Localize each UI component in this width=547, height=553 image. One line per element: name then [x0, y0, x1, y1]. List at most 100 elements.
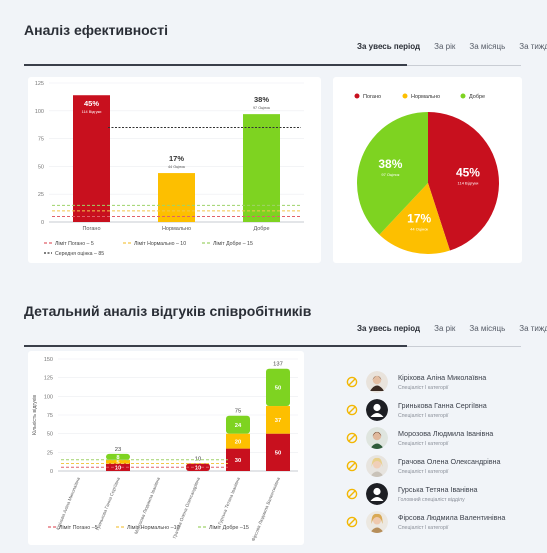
count-label: 97 Оцінок	[253, 106, 270, 110]
segment-label: 30	[235, 458, 241, 464]
percent-label: 38%	[254, 95, 269, 104]
legend-dot	[460, 93, 466, 99]
y-tick-label: 50	[38, 164, 44, 170]
x-tick-label: Гурська Тетяна Іванівна	[217, 476, 241, 525]
feedback-bar-card: 0 25 50 75 100 125 150 Кількість відгуків Кіріхо…	[28, 351, 304, 545]
tab-all-time[interactable]: За увесь період	[357, 42, 421, 51]
stack-segment	[266, 406, 290, 434]
tab-year[interactable]: За рік	[434, 42, 456, 51]
y-tick-label: 100	[35, 109, 44, 115]
stack-segment	[266, 433, 290, 471]
x-tick-label: Погано	[82, 226, 100, 232]
legend-label: Ліміт Погано –5	[59, 525, 98, 531]
active-tab-underline	[24, 64, 407, 66]
x-tick-label: Добре	[253, 226, 269, 232]
bar	[243, 114, 280, 222]
employee-name: Кіріхова Аліна Миколаївна	[398, 373, 487, 382]
total-label: 23	[115, 447, 121, 453]
no-entry-icon	[346, 376, 358, 388]
employee-role: Спеціаліст I категорії	[398, 469, 449, 475]
segment-label: 10	[195, 465, 201, 471]
no-entry-icon	[346, 516, 358, 528]
stack-segment	[106, 459, 130, 464]
count-label: 44 Оцінок	[168, 165, 185, 169]
employee-row[interactable]: Гурська Тетяна Іванівна Головний спеціалі…	[346, 482, 478, 506]
percent-label: 45%	[84, 99, 99, 108]
legend-label: Ліміт Нормально – 10	[134, 241, 186, 247]
no-entry-icon	[346, 488, 358, 500]
legend-label: Добре	[469, 94, 485, 100]
employee-row[interactable]: Кіріхова Аліна Миколаївна Спеціаліст I ка…	[346, 370, 486, 394]
y-tick-label: 75	[38, 137, 44, 143]
employee-row[interactable]: Гринькова Ганна Сергіївна Спеціаліст I ка…	[346, 398, 487, 422]
stack-segment	[106, 453, 130, 460]
avatar	[366, 427, 388, 449]
segment-label: 50	[275, 451, 281, 457]
x-tick-label: Гринькова Ганна Сергіївна	[95, 476, 121, 531]
employee-name: Гурська Тетяна Іванівна	[398, 485, 478, 494]
segment-label: 8	[116, 455, 120, 461]
count-label: 114 Відгуки	[82, 110, 102, 114]
employee-role: Спеціаліст I категорії	[398, 413, 449, 419]
avatar	[366, 511, 388, 533]
no-entry-icon	[346, 404, 358, 416]
avatar	[366, 371, 388, 393]
employee-row[interactable]: Грачова Олена Олександрівна Спеціаліст I …	[346, 454, 501, 478]
tab-week[interactable]: За тиждень	[519, 42, 547, 51]
segment-label: 10	[115, 465, 121, 471]
percent-label: 45%	[456, 166, 480, 180]
y-tick-label: 25	[47, 450, 53, 456]
y-tick-label: 150	[44, 357, 53, 363]
page-title-feedback-analysis: Детальний аналіз відгуків співробітників	[24, 303, 312, 319]
percent-label: 17%	[169, 154, 184, 163]
legend-dot	[402, 93, 408, 99]
efficiency-pie-chart: Погано Нормально Добре 45%114 Відгуки 17%44 …	[354, 93, 499, 254]
x-tick-label: Нормально	[162, 226, 191, 232]
stack-segment	[226, 415, 250, 434]
tab-week-2[interactable]: За тиждень	[519, 324, 547, 333]
legend-label: Ліміт Добре – 15	[213, 241, 253, 247]
efficiency-bar-chart: 0 25 50 75 100 125 Погано 45% 114 Відгуки Нормаль…	[35, 81, 304, 257]
y-tick-label: 50	[47, 432, 53, 438]
employee-row[interactable]: Фірсова Людмила Валентинівна Спеціаліст I…	[346, 510, 505, 534]
y-tick-label: 75	[47, 413, 53, 419]
tab-month-2[interactable]: За місяць	[469, 324, 506, 333]
x-tick-label: Кіріхова Аліна Миколаївна	[55, 476, 81, 531]
period-tabs-1: За увесь період За рік За місяць За тижд…	[357, 42, 547, 58]
avatar-placeholder-icon	[366, 399, 388, 421]
page-title-efficiency: Аналіз ефективності	[24, 22, 169, 38]
employee-role: Спеціаліст I категорії	[398, 385, 449, 391]
employee-row[interactable]: Морозова Людмила Іванівна Спеціаліст I ка…	[346, 426, 493, 450]
avatar-placeholder-icon	[366, 483, 388, 505]
no-entry-icon	[346, 460, 358, 472]
period-tabs-2: За увесь період За рік За місяць За тижд…	[357, 324, 547, 340]
tab-month[interactable]: За місяць	[469, 42, 506, 51]
legend-label: Ліміт Добре –15	[209, 525, 249, 531]
segment-label: 24	[235, 423, 242, 429]
stack-segment	[226, 448, 250, 471]
tab-all-time-2[interactable]: За увесь період	[357, 324, 421, 333]
active-tab-underline-2	[24, 345, 407, 347]
employee-name: Фірсова Людмила Валентинівна	[398, 513, 506, 522]
count-label: 114 Відгуки	[458, 181, 479, 186]
legend-label: Середня оцінка – 85	[55, 251, 104, 257]
legend-dot	[354, 93, 360, 99]
efficiency-bar-card: 0 25 50 75 100 125 Погано 45% 114 Відгуки Нормаль…	[28, 77, 321, 263]
bar	[73, 95, 110, 222]
percent-label: 17%	[407, 211, 431, 225]
efficiency-pie-card: Погано Нормально Добре 45% 114 Відгуки 17% 44 …	[333, 77, 522, 263]
y-tick-label: 0	[50, 469, 53, 475]
employee-name: Морозова Людмила Іванівна	[398, 429, 494, 438]
employee-name: Грачова Олена Олександрівна	[398, 457, 501, 466]
no-entry-icon	[346, 432, 358, 444]
total-label: 75	[235, 409, 241, 415]
employee-role: Головний спеціаліст відділу	[398, 497, 465, 503]
tab-year-2[interactable]: За рік	[434, 324, 456, 333]
employee-role: Спеціаліст I категорії	[398, 441, 449, 447]
y-tick-label: 25	[38, 192, 44, 198]
x-tick-label: Фірсова Людмила Валентинівна	[251, 476, 282, 542]
segment-label: 50	[275, 386, 281, 392]
pie-slice	[379, 183, 450, 254]
feedback-stacked-bar-chart: 0 25 50 75 100 125 150 Кількість відгуків Кіріхо…	[32, 357, 298, 542]
stack-segment	[226, 433, 250, 449]
